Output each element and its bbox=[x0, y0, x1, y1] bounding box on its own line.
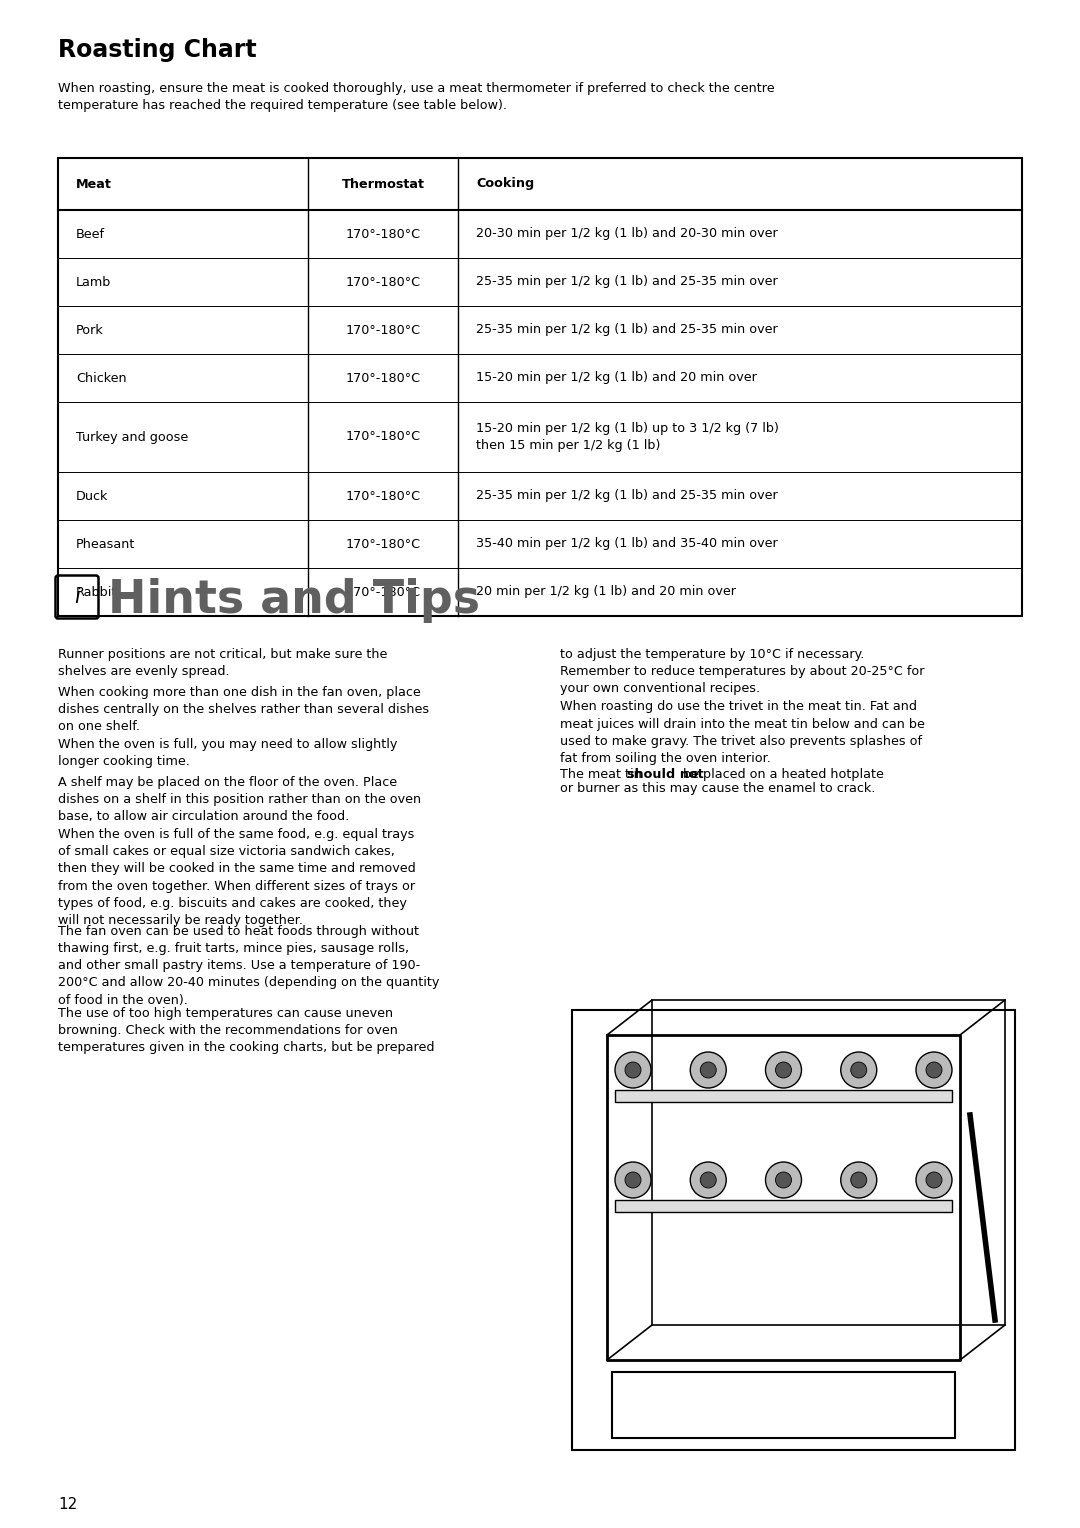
Text: should not: should not bbox=[627, 767, 704, 781]
Text: Runner positions are not critical, but make sure the
shelves are evenly spread.: Runner positions are not critical, but m… bbox=[58, 648, 388, 678]
Text: be placed on a heated hotplate: be placed on a heated hotplate bbox=[679, 767, 885, 781]
Text: When roasting do use the trivet in the meat tin. Fat and
meat juices will drain : When roasting do use the trivet in the m… bbox=[561, 700, 924, 766]
Text: When cooking more than one dish in the fan oven, place
dishes centrally on the s: When cooking more than one dish in the f… bbox=[58, 686, 429, 733]
Circle shape bbox=[766, 1051, 801, 1088]
Bar bbox=[58, 157, 1022, 616]
Text: 25-35 min per 1/2 kg (1 lb) and 25-35 min over: 25-35 min per 1/2 kg (1 lb) and 25-35 mi… bbox=[476, 489, 778, 503]
Text: to adjust the temperature by 10°C if necessary.
Remember to reduce temperatures : to adjust the temperature by 10°C if nec… bbox=[561, 648, 924, 695]
Text: When the oven is full, you may need to allow slightly
longer cooking time.: When the oven is full, you may need to a… bbox=[58, 738, 397, 769]
Text: 170°-180°C: 170°-180°C bbox=[346, 275, 420, 289]
Circle shape bbox=[851, 1172, 867, 1187]
Text: Hints and Tips: Hints and Tips bbox=[108, 578, 480, 623]
Bar bbox=[615, 1199, 951, 1212]
Text: 15-20 min per 1/2 kg (1 lb) up to 3 1/2 kg (7 lb)
then 15 min per 1/2 kg (1 lb): 15-20 min per 1/2 kg (1 lb) up to 3 1/2 … bbox=[476, 422, 779, 452]
Text: Roasting Chart: Roasting Chart bbox=[58, 38, 257, 63]
Circle shape bbox=[840, 1161, 877, 1198]
Text: Pork: Pork bbox=[76, 324, 104, 336]
Text: Lamb: Lamb bbox=[76, 275, 111, 289]
Bar bbox=[615, 1089, 951, 1102]
Text: 35-40 min per 1/2 kg (1 lb) and 35-40 min over: 35-40 min per 1/2 kg (1 lb) and 35-40 mi… bbox=[476, 538, 778, 550]
Circle shape bbox=[851, 1062, 867, 1077]
Text: A shelf may be placed on the floor of the oven. Place
dishes on a shelf in this : A shelf may be placed on the floor of th… bbox=[58, 776, 421, 824]
Text: 170°-180°C: 170°-180°C bbox=[346, 371, 420, 385]
Text: 20 min per 1/2 kg (1 lb) and 20 min over: 20 min per 1/2 kg (1 lb) and 20 min over bbox=[476, 585, 735, 599]
Circle shape bbox=[926, 1062, 942, 1077]
Text: 170°-180°C: 170°-180°C bbox=[346, 228, 420, 240]
Text: or burner as this may cause the enamel to crack.: or burner as this may cause the enamel t… bbox=[561, 782, 876, 796]
Circle shape bbox=[775, 1172, 792, 1187]
Circle shape bbox=[690, 1051, 726, 1088]
Bar bbox=[572, 1010, 1015, 1450]
Text: Pheasant: Pheasant bbox=[76, 538, 135, 550]
Circle shape bbox=[775, 1062, 792, 1077]
Text: Beef: Beef bbox=[76, 228, 105, 240]
Circle shape bbox=[615, 1051, 651, 1088]
Bar bbox=[612, 1372, 955, 1438]
Text: The use of too high temperatures can cause uneven
browning. Check with the recom: The use of too high temperatures can cau… bbox=[58, 1007, 434, 1054]
Circle shape bbox=[916, 1161, 951, 1198]
Text: Turkey and goose: Turkey and goose bbox=[76, 431, 188, 443]
Text: 170°-180°C: 170°-180°C bbox=[346, 324, 420, 336]
Text: When roasting, ensure the meat is cooked thoroughly, use a meat thermometer if p: When roasting, ensure the meat is cooked… bbox=[58, 83, 774, 112]
Text: Rabbit: Rabbit bbox=[76, 585, 118, 599]
Text: 170°-180°C: 170°-180°C bbox=[346, 538, 420, 550]
Text: 25-35 min per 1/2 kg (1 lb) and 25-35 min over: 25-35 min per 1/2 kg (1 lb) and 25-35 mi… bbox=[476, 275, 778, 289]
Circle shape bbox=[625, 1062, 642, 1077]
Text: 170°-180°C: 170°-180°C bbox=[346, 585, 420, 599]
Circle shape bbox=[625, 1172, 642, 1187]
Circle shape bbox=[766, 1161, 801, 1198]
Text: Chicken: Chicken bbox=[76, 371, 126, 385]
Text: Cooking: Cooking bbox=[476, 177, 535, 191]
Text: Duck: Duck bbox=[76, 489, 108, 503]
Text: i: i bbox=[75, 587, 80, 607]
Text: Thermostat: Thermostat bbox=[341, 177, 424, 191]
Circle shape bbox=[690, 1161, 726, 1198]
Text: 15-20 min per 1/2 kg (1 lb) and 20 min over: 15-20 min per 1/2 kg (1 lb) and 20 min o… bbox=[476, 371, 757, 385]
Circle shape bbox=[926, 1172, 942, 1187]
Text: 12: 12 bbox=[58, 1497, 78, 1513]
Text: 170°-180°C: 170°-180°C bbox=[346, 489, 420, 503]
Text: When the oven is full of the same food, e.g. equal trays
of small cakes or equal: When the oven is full of the same food, … bbox=[58, 828, 416, 927]
Circle shape bbox=[615, 1161, 651, 1198]
Text: 20-30 min per 1/2 kg (1 lb) and 20-30 min over: 20-30 min per 1/2 kg (1 lb) and 20-30 mi… bbox=[476, 228, 778, 240]
Circle shape bbox=[840, 1051, 877, 1088]
Circle shape bbox=[700, 1172, 716, 1187]
Text: 25-35 min per 1/2 kg (1 lb) and 25-35 min over: 25-35 min per 1/2 kg (1 lb) and 25-35 mi… bbox=[476, 324, 778, 336]
Text: The meat tin: The meat tin bbox=[561, 767, 646, 781]
Text: Meat: Meat bbox=[76, 177, 112, 191]
Text: The fan oven can be used to heat foods through without
thawing first, e.g. fruit: The fan oven can be used to heat foods t… bbox=[58, 924, 440, 1007]
Text: 170°-180°C: 170°-180°C bbox=[346, 431, 420, 443]
Circle shape bbox=[700, 1062, 716, 1077]
Circle shape bbox=[916, 1051, 951, 1088]
